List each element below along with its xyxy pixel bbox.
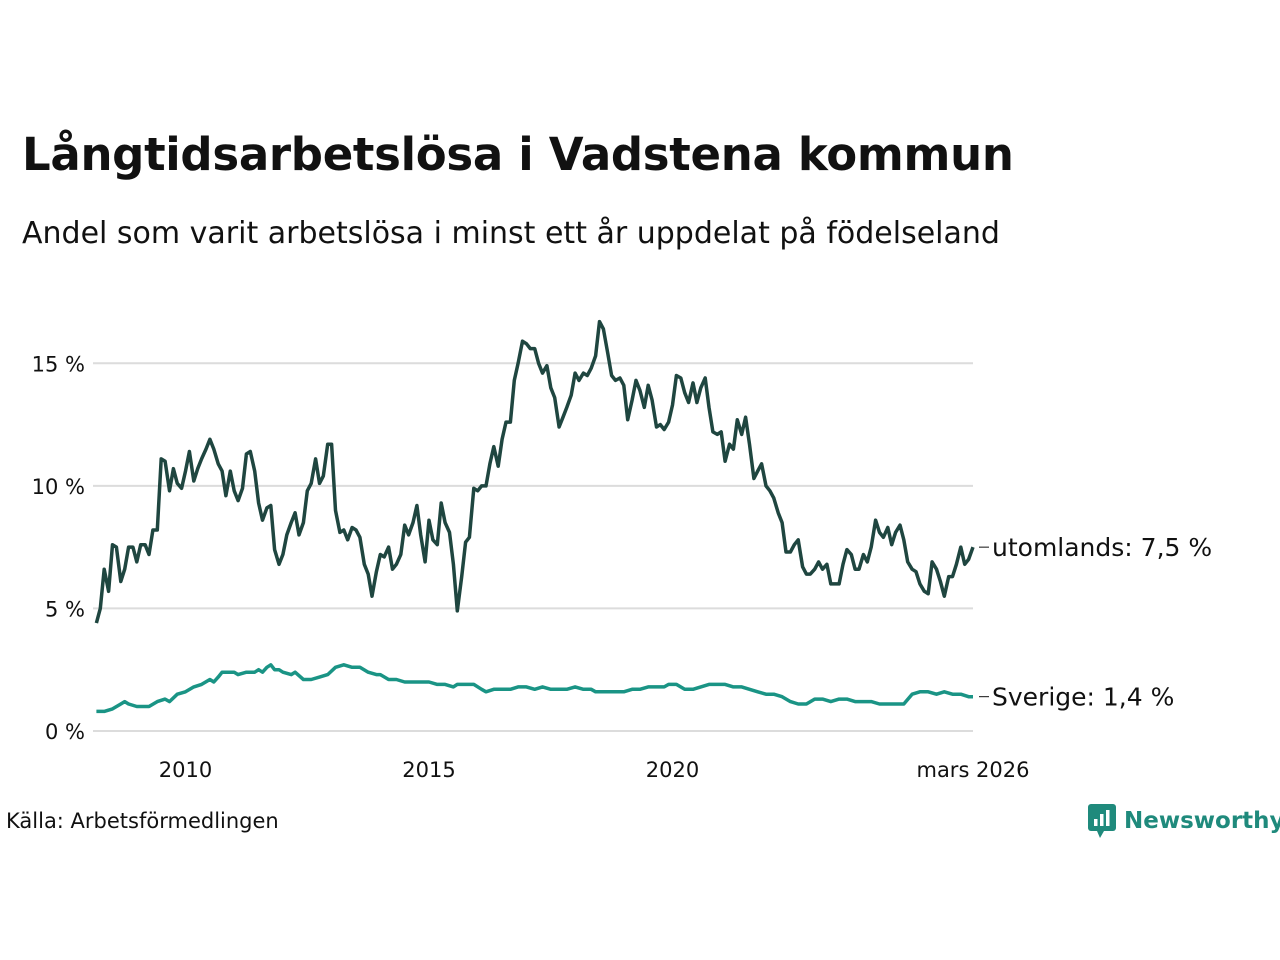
chart-subtitle: Andel som varit arbetslösa i minst ett å… — [22, 216, 1000, 251]
newsworthy-logo-icon — [1088, 804, 1116, 838]
series-line-utomlands — [94, 319, 975, 624]
gridlines — [93, 362, 973, 732]
y-tick-label: 0 % — [45, 720, 85, 744]
chart-title: Långtidsarbetslösa i Vadstena kommun — [22, 128, 1014, 181]
y-axis-ticks: 0 % 5 % 10 % 15 % — [32, 352, 85, 744]
brand-name: Newsworthy — [1124, 808, 1280, 834]
x-tick-label: 2010 — [159, 758, 212, 782]
source-note: Källa: Arbetsförmedlingen — [6, 809, 279, 833]
x-tick-label: mars 2026 — [916, 758, 1029, 782]
end-label-sverige: Sverige: 1,4 % — [992, 683, 1174, 712]
series-line-sverige — [96, 663, 973, 714]
brand-logo[interactable]: Newsworthy — [1088, 803, 1280, 839]
x-axis-ticks: 2010 2015 2020 mars 2026 — [159, 758, 1030, 782]
y-tick-label: 15 % — [32, 352, 85, 376]
y-tick-label: 10 % — [32, 475, 85, 499]
series-end-labels: utomlands: 7,5 % Sverige: 1,4 % — [979, 533, 1212, 712]
y-tick-label: 5 % — [45, 597, 85, 621]
end-label-utomlands: utomlands: 7,5 % — [992, 533, 1212, 562]
x-tick-label: 2015 — [402, 758, 455, 782]
series-lines — [94, 319, 975, 714]
x-tick-label: 2020 — [646, 758, 699, 782]
